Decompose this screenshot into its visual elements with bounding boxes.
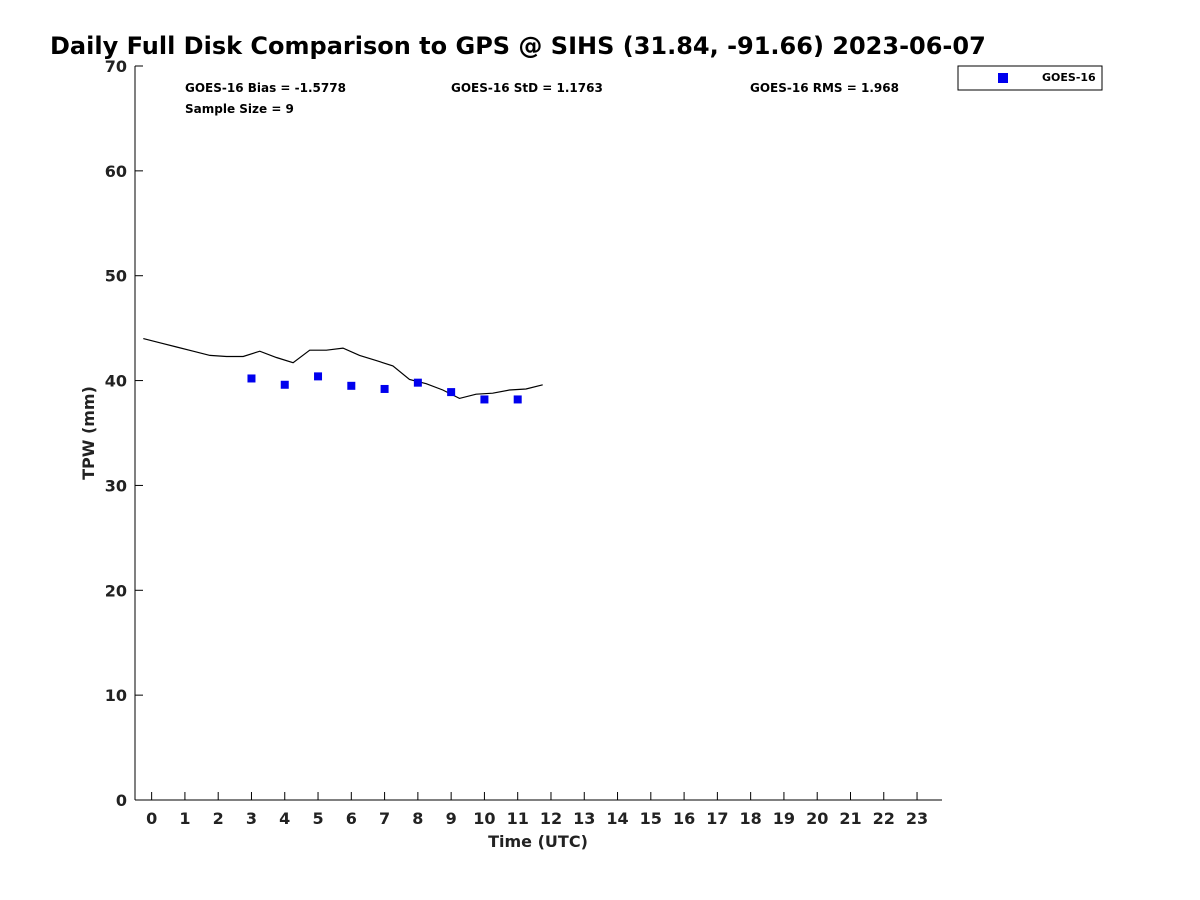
plot-axes	[134, 66, 942, 801]
stat-rms: GOES-16 RMS = 1.968	[750, 81, 899, 95]
stat-sample-size: Sample Size = 9	[185, 102, 294, 116]
x-tick-label: 20	[806, 809, 828, 828]
x-tick-label: 23	[906, 809, 928, 828]
x-tick-label: 1	[179, 809, 190, 828]
y-tick-label: 60	[105, 162, 127, 181]
y-tick-label: 50	[105, 267, 127, 286]
legend-marker	[998, 73, 1008, 83]
y-tick-label: 0	[116, 791, 127, 810]
data-point	[380, 384, 389, 393]
data-point	[513, 395, 522, 404]
x-tick-label: 12	[540, 809, 562, 828]
stat-bias: GOES-16 Bias = -1.5778	[185, 81, 346, 95]
goes16-series-points	[247, 372, 522, 404]
x-tick-label: 2	[213, 809, 224, 828]
x-tick-label: 16	[673, 809, 695, 828]
x-tick-label: 6	[346, 809, 357, 828]
stat-std: GOES-16 StD = 1.1763	[451, 81, 603, 95]
x-tick-label: 22	[873, 809, 895, 828]
x-tick-label: 18	[740, 809, 762, 828]
y-tick-label: 20	[105, 581, 127, 600]
x-tick-label: 11	[507, 809, 529, 828]
y-tick-label: 70	[105, 57, 127, 76]
x-tick-label: 10	[473, 809, 495, 828]
data-point	[447, 388, 456, 397]
legend-box	[957, 65, 1103, 91]
x-tick-label: 17	[706, 809, 728, 828]
gps-series-line	[143, 338, 543, 400]
x-tick-label: 3	[246, 809, 257, 828]
y-tick-label: 30	[105, 476, 127, 495]
y-axis-label: TPW (mm)	[79, 386, 98, 480]
legend: GOES-16	[957, 65, 1103, 91]
legend-label: GOES-16	[1042, 71, 1096, 84]
x-tick-label: 5	[312, 809, 323, 828]
x-tick-label: 13	[573, 809, 595, 828]
x-tick-label: 0	[146, 809, 157, 828]
x-tick-label: 7	[379, 809, 390, 828]
y-tick-label: 10	[105, 686, 127, 705]
x-ticks: 0 1 2 3 4 5 6 7 8 9 10 11 12 13 14 15 16 17 18 19 20 21 22 23	[146, 792, 928, 828]
x-tick-label: 14	[606, 809, 628, 828]
y-tick-label: 40	[105, 372, 127, 391]
data-point	[347, 381, 356, 390]
data-point	[314, 372, 323, 381]
x-tick-label: 21	[839, 809, 861, 828]
x-tick-label: 9	[446, 809, 457, 828]
data-point	[413, 378, 422, 387]
x-tick-label: 8	[412, 809, 423, 828]
x-axis-label: Time (UTC)	[488, 832, 588, 851]
data-point	[480, 395, 489, 404]
data-point	[247, 374, 256, 383]
gps-line-path	[143, 338, 543, 400]
data-point	[280, 380, 289, 389]
x-tick-label: 4	[279, 809, 290, 828]
y-ticks: 0 10 20 30 40 50 60 70	[105, 57, 143, 810]
x-tick-label: 19	[773, 809, 795, 828]
chart-title: Daily Full Disk Comparison to GPS @ SIHS…	[50, 32, 986, 60]
x-tick-label: 15	[640, 809, 662, 828]
